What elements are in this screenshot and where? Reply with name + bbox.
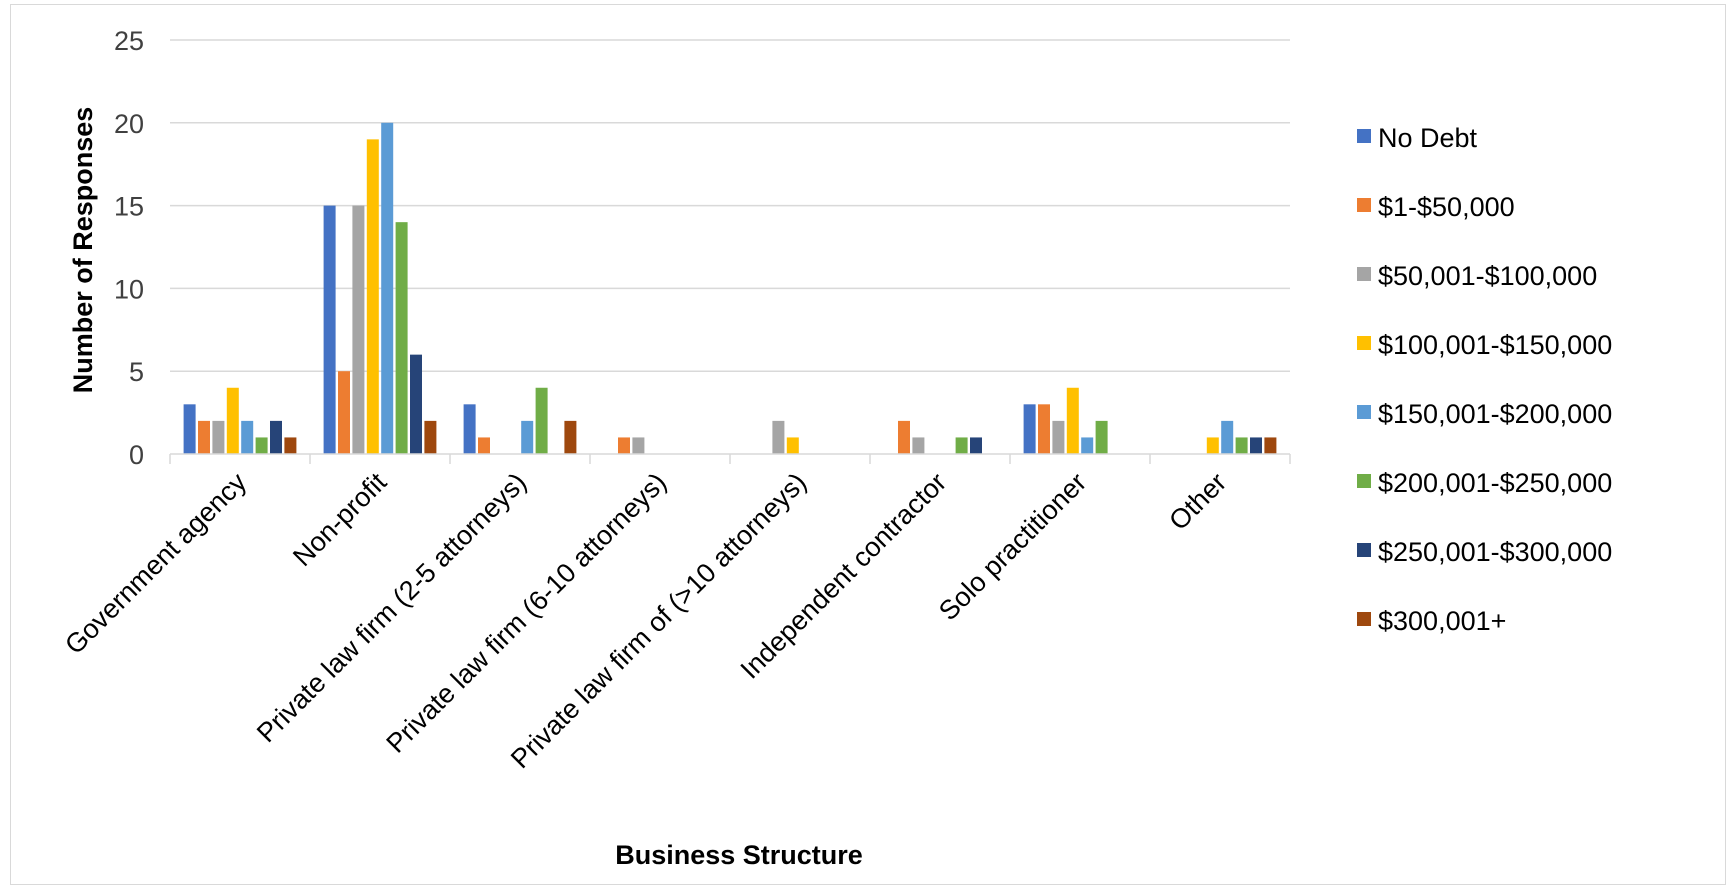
legend-swatch <box>1357 267 1371 281</box>
y-axis-title: Number of Responses <box>68 107 98 394</box>
y-tick-label: 10 <box>114 274 144 304</box>
x-category-label: Private law firm of (>10 attorneys) <box>505 467 812 774</box>
bar <box>1038 404 1050 454</box>
bar <box>1081 437 1094 454</box>
bar <box>381 122 394 455</box>
bar <box>366 139 379 455</box>
y-tick-label: 20 <box>114 109 144 139</box>
bar <box>323 205 336 454</box>
legend-label: $50,001-$100,000 <box>1378 261 1597 291</box>
bar <box>772 420 785 454</box>
legend-label: $150,001-$200,000 <box>1378 399 1612 429</box>
bar <box>183 404 196 454</box>
bar <box>521 420 534 454</box>
bar <box>1095 420 1108 454</box>
gridlines <box>170 39 1290 372</box>
legend-swatch <box>1357 474 1371 488</box>
legend: No Debt $1-$50,000 $50,001-$100,000 $100,00… <box>1357 123 1612 636</box>
x-category-label: Private law firm (6-10 attorneys) <box>380 467 672 759</box>
x-category-label: Private law firm (2-5 attorneys) <box>251 467 532 748</box>
bar <box>1235 437 1248 454</box>
bar <box>786 437 799 454</box>
bar <box>241 420 254 454</box>
bar <box>1066 387 1079 454</box>
legend-label: $250,001-$300,000 <box>1378 537 1612 567</box>
chart-frame <box>10 4 1726 885</box>
legend-label: No Debt <box>1378 123 1478 153</box>
bar <box>898 420 910 454</box>
bar <box>270 420 282 454</box>
bar <box>212 420 225 454</box>
bar <box>564 420 577 454</box>
bar <box>352 205 365 454</box>
bar <box>955 437 968 454</box>
bar <box>395 222 408 454</box>
bar <box>1023 404 1036 454</box>
bar <box>410 354 422 454</box>
bar <box>1250 437 1262 454</box>
y-tick-label: 15 <box>114 192 144 222</box>
x-category-label: Government agency <box>59 467 252 660</box>
bar <box>1221 420 1234 454</box>
bar <box>1052 420 1065 454</box>
bar <box>970 437 982 454</box>
x-category-label: Other <box>1163 467 1232 536</box>
x-category-label: Non-profit <box>287 467 392 572</box>
legend-swatch <box>1357 612 1371 626</box>
legend-label: $200,001-$250,000 <box>1378 468 1612 498</box>
legend-swatch <box>1357 336 1371 350</box>
axes <box>169 453 1291 464</box>
bar <box>618 437 630 454</box>
bars <box>183 122 1277 455</box>
bar <box>226 387 239 454</box>
legend-swatch <box>1357 405 1371 419</box>
y-tick-label: 0 <box>129 440 144 470</box>
y-tick-labels: 0 5 10 15 20 25 <box>114 26 144 470</box>
legend-label: $1-$50,000 <box>1378 192 1515 222</box>
legend-label: $100,001-$150,000 <box>1378 330 1612 360</box>
legend-swatch <box>1357 129 1371 143</box>
bar <box>424 420 437 454</box>
bar <box>463 404 476 454</box>
bar <box>284 437 297 454</box>
legend-label: $300,001+ <box>1378 606 1506 636</box>
bar <box>255 437 268 454</box>
bar <box>338 371 350 454</box>
x-category-label: Solo practitioner <box>933 467 1092 626</box>
bar <box>1206 437 1219 454</box>
y-tick-label: 25 <box>114 26 144 56</box>
x-axis-title: Business Structure <box>615 840 863 870</box>
legend-swatch <box>1357 543 1371 557</box>
bar <box>912 437 925 454</box>
y-tick-label: 5 <box>129 357 144 387</box>
bar <box>1264 437 1277 454</box>
bar <box>535 387 548 454</box>
bar <box>632 437 645 454</box>
bar <box>478 437 490 454</box>
legend-swatch <box>1357 198 1371 212</box>
bar <box>198 420 210 454</box>
